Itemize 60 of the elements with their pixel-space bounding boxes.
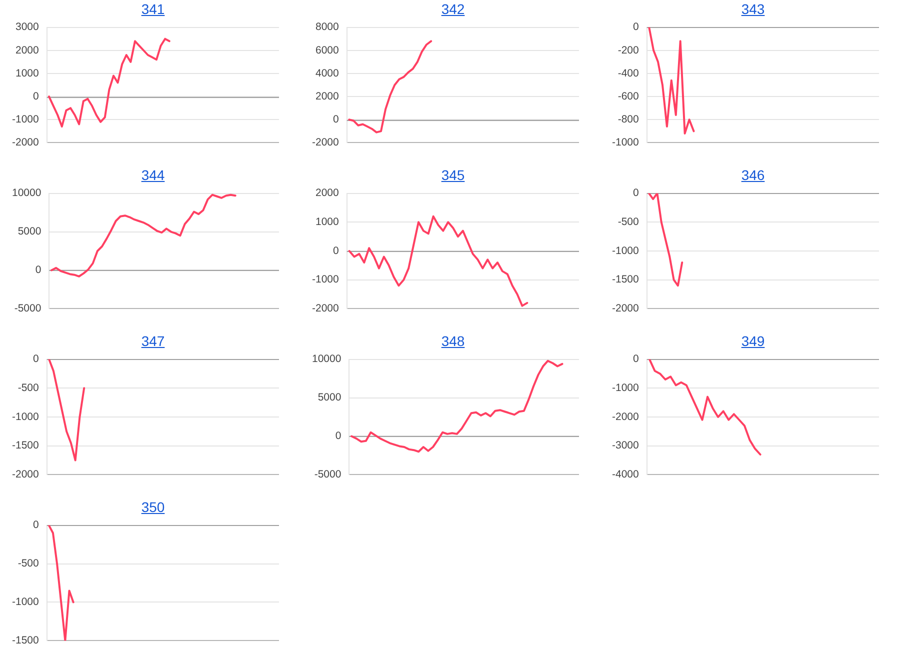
y-tick-label: 2000 bbox=[15, 44, 40, 56]
y-tick-label: -5000 bbox=[14, 302, 42, 315]
y-tick-label: 5000 bbox=[318, 392, 342, 404]
y-tick-label: 0 bbox=[33, 90, 40, 102]
y-tick-label: -1000 bbox=[612, 136, 640, 149]
y-tick-label: 0 bbox=[333, 114, 340, 126]
y-tick-label: -1000 bbox=[12, 410, 40, 423]
y-tick-label: 8000 bbox=[315, 21, 340, 34]
y-tick-label: -1000 bbox=[612, 244, 640, 257]
y-tick-label: 0 bbox=[333, 244, 340, 257]
y-tick-label: -1500 bbox=[612, 274, 640, 286]
y-tick-label: -200 bbox=[618, 44, 640, 56]
y-tick-label: 0 bbox=[633, 21, 640, 34]
chart-title: 345 bbox=[441, 167, 465, 183]
y-tick-label: 10000 bbox=[312, 353, 342, 366]
chart-title: 348 bbox=[441, 333, 465, 349]
y-tick-label: -2000 bbox=[612, 410, 640, 423]
y-tick-label: -1000 bbox=[12, 596, 40, 608]
y-tick-label: -2000 bbox=[312, 302, 340, 315]
y-tick-label: 2000 bbox=[315, 187, 340, 200]
y-tick-label: -3000 bbox=[612, 440, 640, 452]
y-tick-label: -1000 bbox=[612, 382, 640, 394]
y-tick-label: 0 bbox=[33, 519, 40, 532]
y-tick-label: -2000 bbox=[12, 136, 40, 149]
y-tick-label: 1000 bbox=[15, 67, 40, 80]
y-tick-label: 0 bbox=[335, 430, 342, 442]
y-tick-label: -1500 bbox=[12, 440, 40, 452]
y-tick-label: -2000 bbox=[612, 302, 640, 315]
chart-title: 346 bbox=[741, 167, 765, 183]
chart-title: 341 bbox=[141, 1, 165, 17]
y-tick-label: -2000 bbox=[312, 136, 340, 149]
y-tick-label: 0 bbox=[633, 187, 640, 200]
chart-title: 349 bbox=[741, 333, 765, 349]
y-tick-label: -1000 bbox=[12, 114, 40, 126]
y-tick-label: 6000 bbox=[315, 44, 340, 56]
y-tick-label: -5000 bbox=[314, 468, 342, 481]
y-tick-label: 0 bbox=[33, 353, 40, 366]
y-tick-label: -1500 bbox=[12, 634, 40, 647]
y-tick-label: -500 bbox=[18, 558, 40, 570]
chart-title: 350 bbox=[141, 499, 165, 515]
y-tick-label: 10000 bbox=[12, 187, 42, 200]
y-tick-label: 2000 bbox=[315, 90, 340, 102]
y-tick-label: -500 bbox=[18, 382, 40, 394]
y-tick-label: -4000 bbox=[612, 468, 640, 481]
chart-title: 342 bbox=[441, 1, 465, 17]
y-tick-label: -600 bbox=[618, 90, 640, 102]
y-tick-label: 0 bbox=[35, 264, 42, 276]
y-tick-label: -500 bbox=[618, 216, 640, 228]
y-tick-label: 3000 bbox=[15, 21, 40, 34]
y-tick-label: 0 bbox=[633, 353, 640, 366]
y-tick-label: -800 bbox=[618, 114, 640, 126]
chart-title: 343 bbox=[741, 1, 765, 17]
y-tick-label: 4000 bbox=[315, 67, 340, 80]
y-tick-label: 5000 bbox=[18, 226, 42, 238]
chart-title: 347 bbox=[141, 333, 165, 349]
y-tick-label: 1000 bbox=[315, 216, 340, 228]
y-tick-label: -400 bbox=[618, 67, 640, 80]
y-tick-label: -2000 bbox=[12, 468, 40, 481]
y-tick-label: -1000 bbox=[312, 274, 340, 286]
chart-title: 344 bbox=[141, 167, 165, 183]
